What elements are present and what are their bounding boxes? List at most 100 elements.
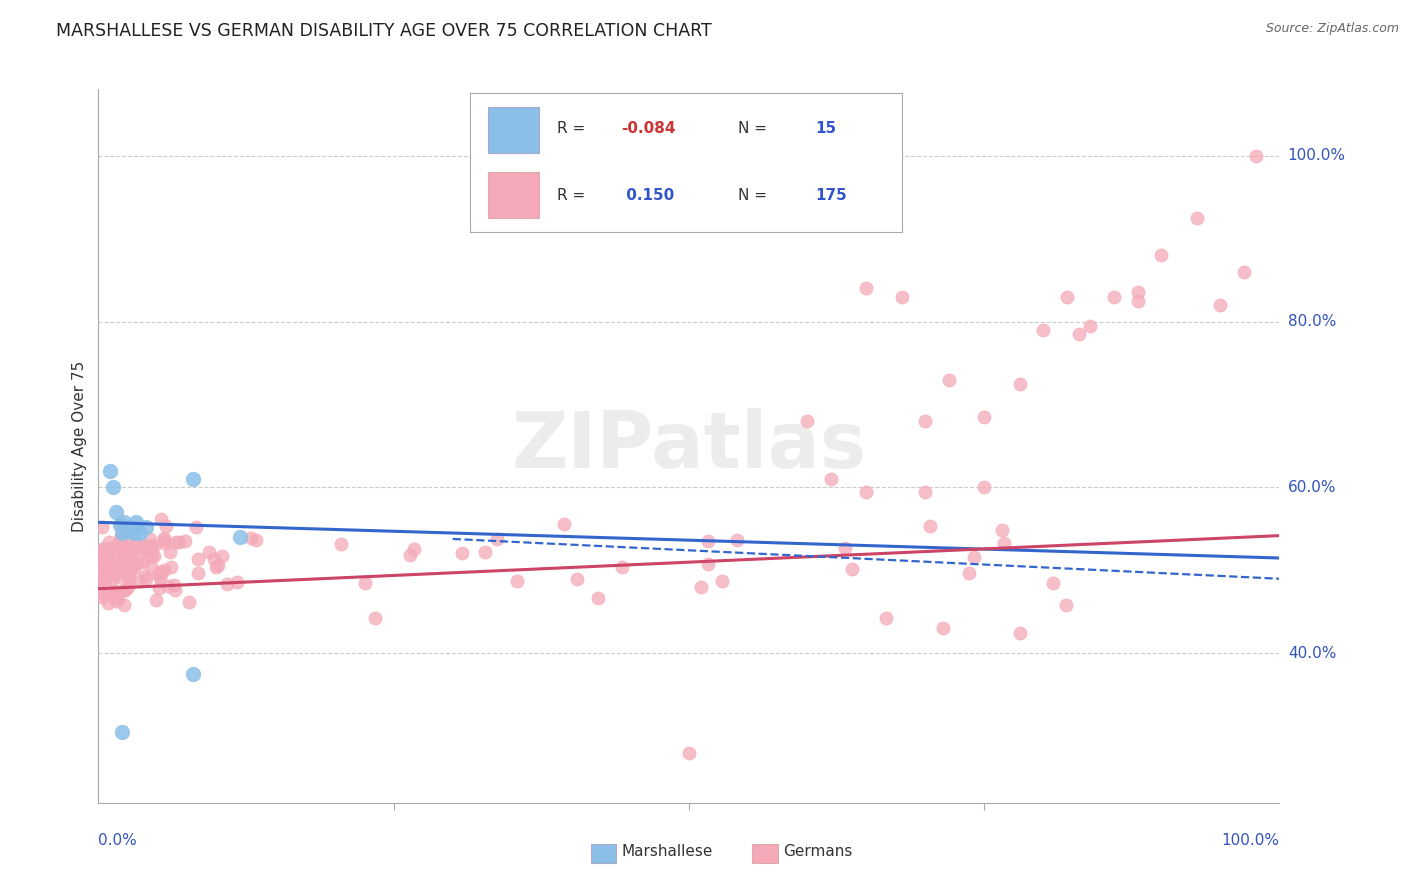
Point xyxy=(162,578,184,592)
Text: 60.0%: 60.0% xyxy=(1288,480,1336,495)
Point xyxy=(91,573,114,587)
Point xyxy=(128,526,150,541)
Point xyxy=(110,534,132,549)
Point xyxy=(118,577,141,591)
Text: 80.0%: 80.0% xyxy=(1288,314,1336,329)
Point xyxy=(100,572,122,586)
Point xyxy=(875,610,897,624)
Point xyxy=(167,535,190,549)
Point xyxy=(1056,290,1078,304)
Point xyxy=(134,541,156,556)
Point xyxy=(181,472,204,486)
Point xyxy=(153,531,176,545)
Point xyxy=(353,576,375,591)
Point xyxy=(506,574,529,588)
Point xyxy=(991,523,1014,537)
Point xyxy=(114,582,136,597)
Point xyxy=(93,576,115,591)
Point xyxy=(91,551,114,566)
Point xyxy=(450,546,472,560)
Point xyxy=(120,551,142,566)
Point xyxy=(110,554,132,568)
Point xyxy=(711,574,734,589)
Point xyxy=(1244,148,1267,162)
Point xyxy=(914,484,936,499)
Point xyxy=(820,472,842,486)
Point xyxy=(1010,626,1032,640)
Point xyxy=(141,549,163,563)
Point xyxy=(163,582,186,597)
Point xyxy=(104,583,127,598)
Point xyxy=(118,547,141,561)
Point xyxy=(118,547,141,561)
Point xyxy=(124,557,146,571)
Point xyxy=(98,555,121,569)
Point xyxy=(125,535,148,549)
Point xyxy=(120,563,142,577)
Point xyxy=(101,541,124,556)
Point xyxy=(932,621,955,635)
Point xyxy=(103,540,125,554)
Point xyxy=(181,667,204,681)
Point xyxy=(91,545,114,559)
Point xyxy=(111,725,134,739)
Point xyxy=(111,561,134,575)
Point xyxy=(121,520,143,534)
Point xyxy=(100,562,122,576)
Point xyxy=(134,553,156,567)
Point xyxy=(139,541,162,555)
Point xyxy=(914,414,936,428)
Point xyxy=(108,517,131,532)
Point xyxy=(186,519,208,533)
Text: 100.0%: 100.0% xyxy=(1222,833,1279,848)
Point xyxy=(115,581,138,595)
Point xyxy=(202,552,225,566)
Point xyxy=(122,541,145,555)
Point xyxy=(1150,248,1173,262)
Point xyxy=(136,543,159,558)
Point xyxy=(112,539,135,553)
Point xyxy=(145,593,167,607)
Point xyxy=(165,535,187,549)
Point xyxy=(111,549,134,564)
Point xyxy=(215,577,238,591)
Point xyxy=(226,574,249,589)
Point xyxy=(125,542,148,557)
Point xyxy=(101,585,124,599)
Point xyxy=(240,532,263,546)
Point xyxy=(141,561,163,575)
Point xyxy=(97,556,120,570)
Text: Source: ZipAtlas.com: Source: ZipAtlas.com xyxy=(1265,22,1399,36)
Point xyxy=(115,548,138,562)
Point xyxy=(148,581,170,595)
Point xyxy=(91,567,114,582)
Point xyxy=(103,551,125,566)
Point xyxy=(112,516,135,530)
Point xyxy=(330,537,353,551)
Point xyxy=(101,481,124,495)
Point xyxy=(107,570,129,584)
Point xyxy=(112,598,135,612)
Point xyxy=(138,532,160,546)
Point xyxy=(205,560,228,574)
Point xyxy=(103,566,125,580)
Point xyxy=(94,558,117,572)
Point xyxy=(153,533,176,547)
Point xyxy=(993,535,1015,549)
Point xyxy=(586,591,609,606)
Point xyxy=(93,550,115,565)
Y-axis label: Disability Age Over 75: Disability Age Over 75 xyxy=(72,360,87,532)
Point xyxy=(1008,376,1031,391)
Point xyxy=(207,558,229,572)
Point xyxy=(115,564,138,578)
Point xyxy=(153,563,176,577)
Point xyxy=(112,561,135,575)
Point xyxy=(1126,285,1149,300)
Point xyxy=(963,550,986,565)
Point xyxy=(122,526,145,541)
Point xyxy=(553,516,575,531)
Point xyxy=(103,565,125,579)
Point xyxy=(146,567,169,582)
Point xyxy=(150,565,173,579)
Point xyxy=(120,543,142,558)
